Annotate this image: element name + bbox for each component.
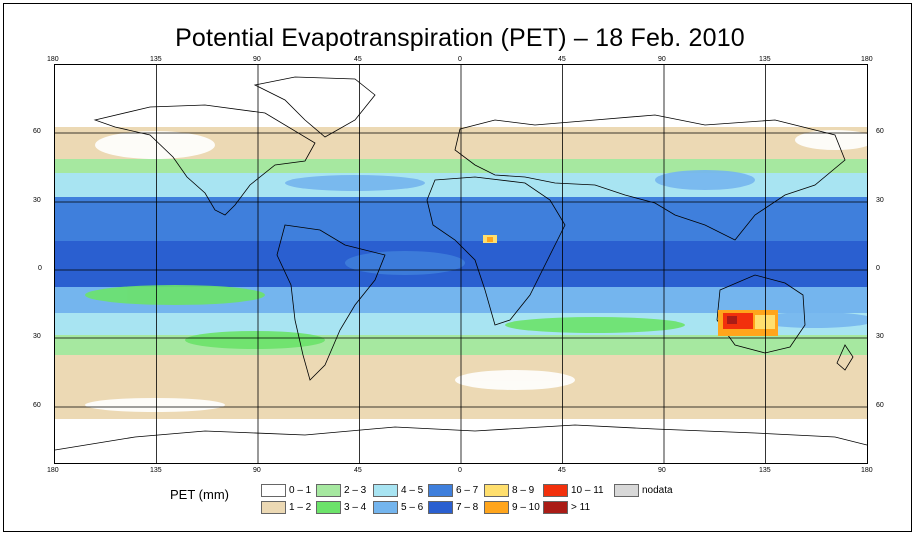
legend-label: 7 – 8 <box>456 502 479 513</box>
legend-swatch <box>261 484 286 497</box>
coastlines <box>55 76 867 451</box>
lon-tick-top-8: 135 <box>759 56 771 63</box>
map-title: Potential Evapotranspiration (PET) – 18 … <box>175 24 745 52</box>
figure-frame <box>3 3 912 532</box>
north-america-outline <box>93 104 316 216</box>
lon-tick-top-2: 135 <box>150 56 162 63</box>
lon-tick-top-4: 45 <box>354 56 362 63</box>
pet-map <box>54 64 868 464</box>
lon-tick-top-3: 90 <box>253 56 261 63</box>
australia-hotspot <box>718 310 778 336</box>
legend-label: 8 – 9 <box>512 485 535 496</box>
lon-tick-top-7: 90 <box>658 56 666 63</box>
lon-tick-bottom-8: 135 <box>759 467 771 474</box>
legend-swatch <box>484 501 509 514</box>
legend-swatch <box>316 484 341 497</box>
legend-swatch <box>543 484 568 497</box>
south-america-outline <box>276 224 386 381</box>
legend-title: PET (mm) <box>170 487 229 502</box>
legend-label: > 11 <box>571 502 590 513</box>
legend-swatch <box>373 501 398 514</box>
lon-tick-bottom-6: 45 <box>558 467 566 474</box>
legend-swatch <box>614 484 639 497</box>
legend-label: 1 – 2 <box>289 502 312 513</box>
lon-tick-top-1: 180 <box>47 56 59 63</box>
graticule <box>55 65 867 463</box>
legend-swatch <box>261 501 286 514</box>
legend-label: 0 – 1 <box>289 485 312 496</box>
lat-tick-right-1: 60 <box>876 128 884 135</box>
lon-tick-bottom-1: 180 <box>47 467 59 474</box>
legend-label: 6 – 7 <box>456 485 479 496</box>
legend-label: 10 – 11 <box>571 485 604 496</box>
legend-label: nodata <box>642 485 673 496</box>
legend-label: 5 – 6 <box>401 502 424 513</box>
legend-label: 3 – 4 <box>344 502 367 513</box>
new-zealand-outline <box>836 344 854 371</box>
legend-label: 2 – 3 <box>344 485 367 496</box>
lat-tick-left-1: 60 <box>33 128 41 135</box>
lat-tick-right-3: 0 <box>876 265 880 272</box>
legend-label: 4 – 5 <box>401 485 424 496</box>
lon-tick-bottom-3: 90 <box>253 467 261 474</box>
lat-tick-right-4: 30 <box>876 333 884 340</box>
antarctica-outline <box>55 424 867 451</box>
lon-tick-top-5: 0 <box>458 56 462 63</box>
legend-label: 9 – 10 <box>512 502 540 513</box>
lat-tick-left-4: 30 <box>33 333 41 340</box>
map-canvas <box>55 65 867 463</box>
legend-swatch <box>373 484 398 497</box>
africa-outline <box>426 176 566 326</box>
legend-swatch <box>428 484 453 497</box>
lat-tick-left-2: 30 <box>33 197 41 204</box>
texture-patches <box>85 130 867 412</box>
lat-tick-left-3: 0 <box>38 265 42 272</box>
africa-hotspot <box>483 235 497 243</box>
lat-tick-left-5: 60 <box>33 402 41 409</box>
lon-tick-bottom-4: 45 <box>354 467 362 474</box>
legend-swatch <box>428 501 453 514</box>
lon-tick-top-9: 180 <box>861 56 873 63</box>
lon-tick-bottom-9: 180 <box>861 467 873 474</box>
lat-tick-right-5: 60 <box>876 402 884 409</box>
legend-swatch <box>484 484 509 497</box>
lon-tick-bottom-2: 135 <box>150 467 162 474</box>
greenland-outline <box>253 76 376 138</box>
legend-swatch <box>316 501 341 514</box>
lon-tick-bottom-5: 0 <box>458 467 462 474</box>
lon-tick-bottom-7: 90 <box>658 467 666 474</box>
lat-tick-right-2: 30 <box>876 197 884 204</box>
eurasia-outline <box>454 114 846 241</box>
legend-swatch <box>543 501 568 514</box>
lon-tick-top-6: 45 <box>558 56 566 63</box>
